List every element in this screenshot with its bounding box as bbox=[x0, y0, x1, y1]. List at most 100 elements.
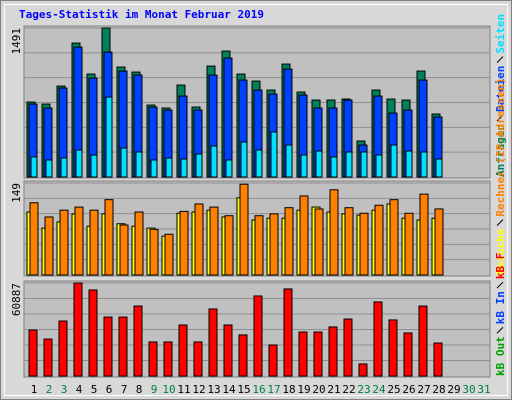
bar bbox=[270, 131, 278, 178]
bar bbox=[390, 144, 398, 178]
legend-separator bbox=[496, 56, 504, 64]
y-tick-label: 1491 bbox=[10, 28, 23, 55]
bar bbox=[253, 295, 263, 377]
y-tick-label: 149 bbox=[10, 183, 23, 203]
x-tick-label: 9 bbox=[151, 383, 158, 396]
bar bbox=[194, 203, 204, 276]
bar bbox=[89, 209, 99, 276]
bar bbox=[238, 334, 248, 377]
bar bbox=[88, 289, 98, 377]
bar bbox=[209, 206, 219, 276]
bar bbox=[30, 156, 38, 178]
bar bbox=[118, 316, 128, 377]
bar bbox=[435, 158, 443, 178]
bar bbox=[269, 213, 279, 276]
bar bbox=[150, 159, 158, 178]
bar bbox=[103, 316, 113, 377]
bar bbox=[299, 195, 309, 276]
x-tick-label: 19 bbox=[297, 383, 310, 396]
bar bbox=[164, 233, 174, 276]
bar bbox=[388, 319, 398, 377]
x-tick-label: 21 bbox=[327, 383, 340, 396]
bar bbox=[163, 341, 173, 377]
bar bbox=[44, 216, 54, 276]
x-tick-label: 26 bbox=[402, 383, 415, 396]
bar bbox=[374, 204, 384, 276]
x-tick-label: 2 bbox=[46, 383, 53, 396]
x-tick-label: 10 bbox=[162, 383, 175, 396]
bar bbox=[60, 157, 68, 178]
x-tick-label: 12 bbox=[192, 383, 205, 396]
bar bbox=[239, 183, 249, 276]
bar bbox=[268, 344, 278, 377]
bar bbox=[208, 308, 218, 377]
bar bbox=[225, 159, 233, 178]
bar bbox=[75, 149, 83, 178]
bar bbox=[193, 341, 203, 377]
bar bbox=[315, 150, 323, 178]
bar bbox=[359, 212, 369, 276]
legend-entry: Rechner (IP-Adressen) bbox=[494, 78, 507, 217]
bar bbox=[403, 332, 413, 377]
bar bbox=[43, 338, 53, 377]
bar bbox=[300, 154, 308, 178]
x-tick-label: 4 bbox=[76, 383, 83, 396]
x-tick-label: 6 bbox=[106, 383, 113, 396]
bar bbox=[375, 154, 383, 178]
bar bbox=[405, 150, 413, 178]
x-tick-label: 14 bbox=[222, 383, 236, 396]
bar bbox=[210, 145, 218, 178]
bar bbox=[330, 156, 338, 178]
bar bbox=[73, 282, 83, 377]
bar bbox=[135, 151, 143, 178]
x-tick-label: 30 bbox=[462, 383, 475, 396]
legend-entry: Anfragen bbox=[494, 124, 507, 177]
bar bbox=[133, 305, 143, 377]
x-tick-label: 8 bbox=[136, 383, 143, 396]
bar bbox=[149, 228, 159, 276]
legend-entry: Seiten bbox=[494, 14, 507, 54]
x-tick-label: 29 bbox=[447, 383, 460, 396]
x-tick-label: 3 bbox=[61, 383, 68, 396]
legend-separator bbox=[496, 219, 504, 226]
bar bbox=[58, 320, 68, 377]
bar bbox=[74, 206, 84, 276]
x-tick-label: 1 bbox=[31, 383, 38, 396]
legend-entry: kB Out bbox=[494, 336, 507, 376]
bar bbox=[195, 153, 203, 178]
bar bbox=[329, 189, 339, 276]
bar bbox=[180, 158, 188, 178]
x-tick-label: 13 bbox=[207, 383, 220, 396]
bar bbox=[28, 329, 38, 377]
legend-separator bbox=[496, 281, 504, 289]
bar bbox=[419, 193, 429, 276]
bar bbox=[45, 159, 53, 178]
x-tick-label: 20 bbox=[312, 383, 325, 396]
x-tick-label: 24 bbox=[372, 383, 386, 396]
bar bbox=[240, 141, 248, 178]
bar bbox=[90, 154, 98, 178]
x-tick-label: 18 bbox=[282, 383, 295, 396]
bar bbox=[223, 324, 233, 377]
legend-entry: Besuche bbox=[494, 228, 507, 275]
bar bbox=[224, 215, 234, 276]
legend-entry: kB F bbox=[494, 253, 507, 280]
bar bbox=[165, 157, 173, 178]
bar bbox=[314, 208, 324, 276]
bar bbox=[358, 363, 368, 377]
y-tick-label: 60887 bbox=[10, 283, 23, 316]
bar bbox=[345, 151, 353, 178]
bar bbox=[148, 341, 158, 377]
bar bbox=[284, 207, 294, 276]
bar bbox=[104, 199, 114, 276]
x-tick-label: 16 bbox=[252, 383, 265, 396]
x-tick-label: 5 bbox=[91, 383, 98, 396]
bar bbox=[255, 149, 263, 178]
bar bbox=[344, 207, 354, 276]
x-tick-label: 27 bbox=[417, 383, 430, 396]
bar bbox=[254, 215, 264, 276]
bar bbox=[179, 210, 189, 276]
legend-entry: Dateien bbox=[494, 66, 507, 112]
bar bbox=[298, 331, 308, 377]
